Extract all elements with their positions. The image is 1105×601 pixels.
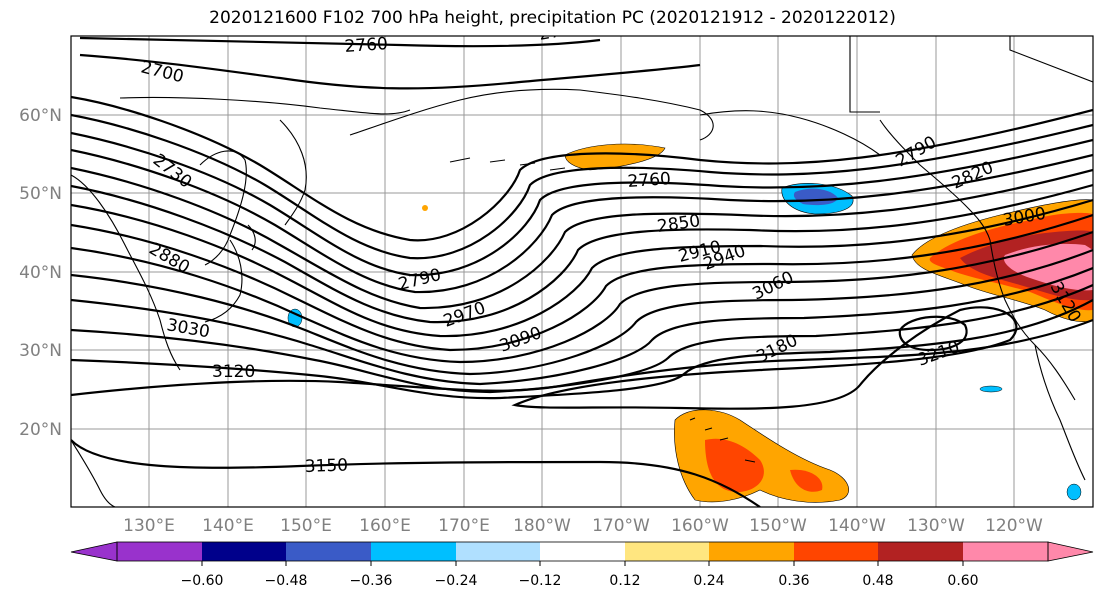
contour-label: 2760 — [344, 34, 389, 57]
lat-label: 50°N — [19, 184, 62, 204]
colorbar-segment — [794, 542, 878, 561]
colorbar-tick-label: −0.36 — [350, 573, 393, 589]
colorbar-segment — [540, 542, 625, 561]
contour-label: 2760 — [627, 169, 672, 192]
colorbar-tick-label: −0.24 — [435, 573, 478, 589]
chart-title: 2020121600 F102 700 hPa height, precipit… — [209, 8, 896, 28]
colorbar-right-outline — [1047, 541, 1094, 562]
colorbar-left-outline — [70, 541, 118, 562]
longitude-labels: 130°E 140°E 150°E 160°E 170°E 180°W 170°… — [123, 516, 1043, 536]
colorbar-segment — [709, 542, 794, 561]
map-frame — [70, 35, 1094, 508]
colorbar-tick-label: −0.48 — [265, 573, 308, 589]
contour-label: 2700 — [537, 18, 583, 45]
lon-label: 130°E — [123, 516, 175, 536]
precip-fill-gulf-alaska — [564, 143, 666, 171]
colorbar-tick-label: 0.60 — [947, 573, 978, 589]
precip-fill-negative-north-pacific — [781, 183, 854, 215]
lat-label: 20°N — [19, 420, 62, 440]
contour-label: 3150 — [304, 455, 348, 476]
colorbar-tick-label: 0.12 — [609, 573, 640, 589]
precip-fill-small-patches — [287, 205, 1082, 501]
lat-label: 40°N — [19, 263, 62, 283]
colorbar-tick-label: 0.36 — [778, 573, 809, 589]
colorbar-segment — [625, 542, 709, 561]
contour-label: 3120 — [212, 362, 255, 382]
colorbar-segment — [286, 542, 371, 561]
colorbar-tick-label: 0.48 — [862, 573, 893, 589]
colorbar-segment — [878, 542, 963, 561]
precip-fill-west-coast — [911, 199, 1093, 322]
lat-label: 30°N — [19, 341, 62, 361]
lon-label: 120°W — [985, 516, 1043, 536]
colorbar-segment — [202, 542, 286, 561]
precip-fill-hawaii — [674, 409, 849, 503]
lon-label: 130°W — [907, 516, 965, 536]
height-contours — [71, 36, 1093, 507]
lon-label: 150°W — [749, 516, 807, 536]
lon-label: 140°W — [828, 516, 886, 536]
colorbar-ticks — [201, 561, 964, 566]
colorbar-tick-label: −0.12 — [519, 573, 562, 589]
colorbar-right-extension — [1048, 542, 1093, 561]
colorbar-segment — [963, 542, 1048, 561]
lon-label: 140°E — [202, 516, 254, 536]
lon-label: 150°E — [280, 516, 332, 536]
colorbar-tick-label: −0.60 — [181, 573, 224, 589]
colorbar: −0.60 −0.48 −0.36 −0.24 −0.12 0.12 0.24 … — [70, 541, 1094, 589]
lon-label: 170°W — [592, 516, 650, 536]
lon-label: 160°W — [671, 516, 729, 536]
latitude-labels: 60°N 50°N 40°N 30°N 20°N — [19, 106, 62, 440]
coastlines — [71, 36, 1093, 507]
lon-label: 160°E — [359, 516, 411, 536]
colorbar-left-extension — [71, 542, 117, 561]
colorbar-segment — [456, 542, 540, 561]
colorbar-segment — [371, 542, 456, 561]
lon-label: 180°W — [513, 516, 571, 536]
lat-label: 60°N — [19, 106, 62, 126]
colorbar-tick-label: 0.24 — [693, 573, 724, 589]
colorbar-segment — [117, 542, 202, 561]
lon-label: 170°E — [438, 516, 490, 536]
